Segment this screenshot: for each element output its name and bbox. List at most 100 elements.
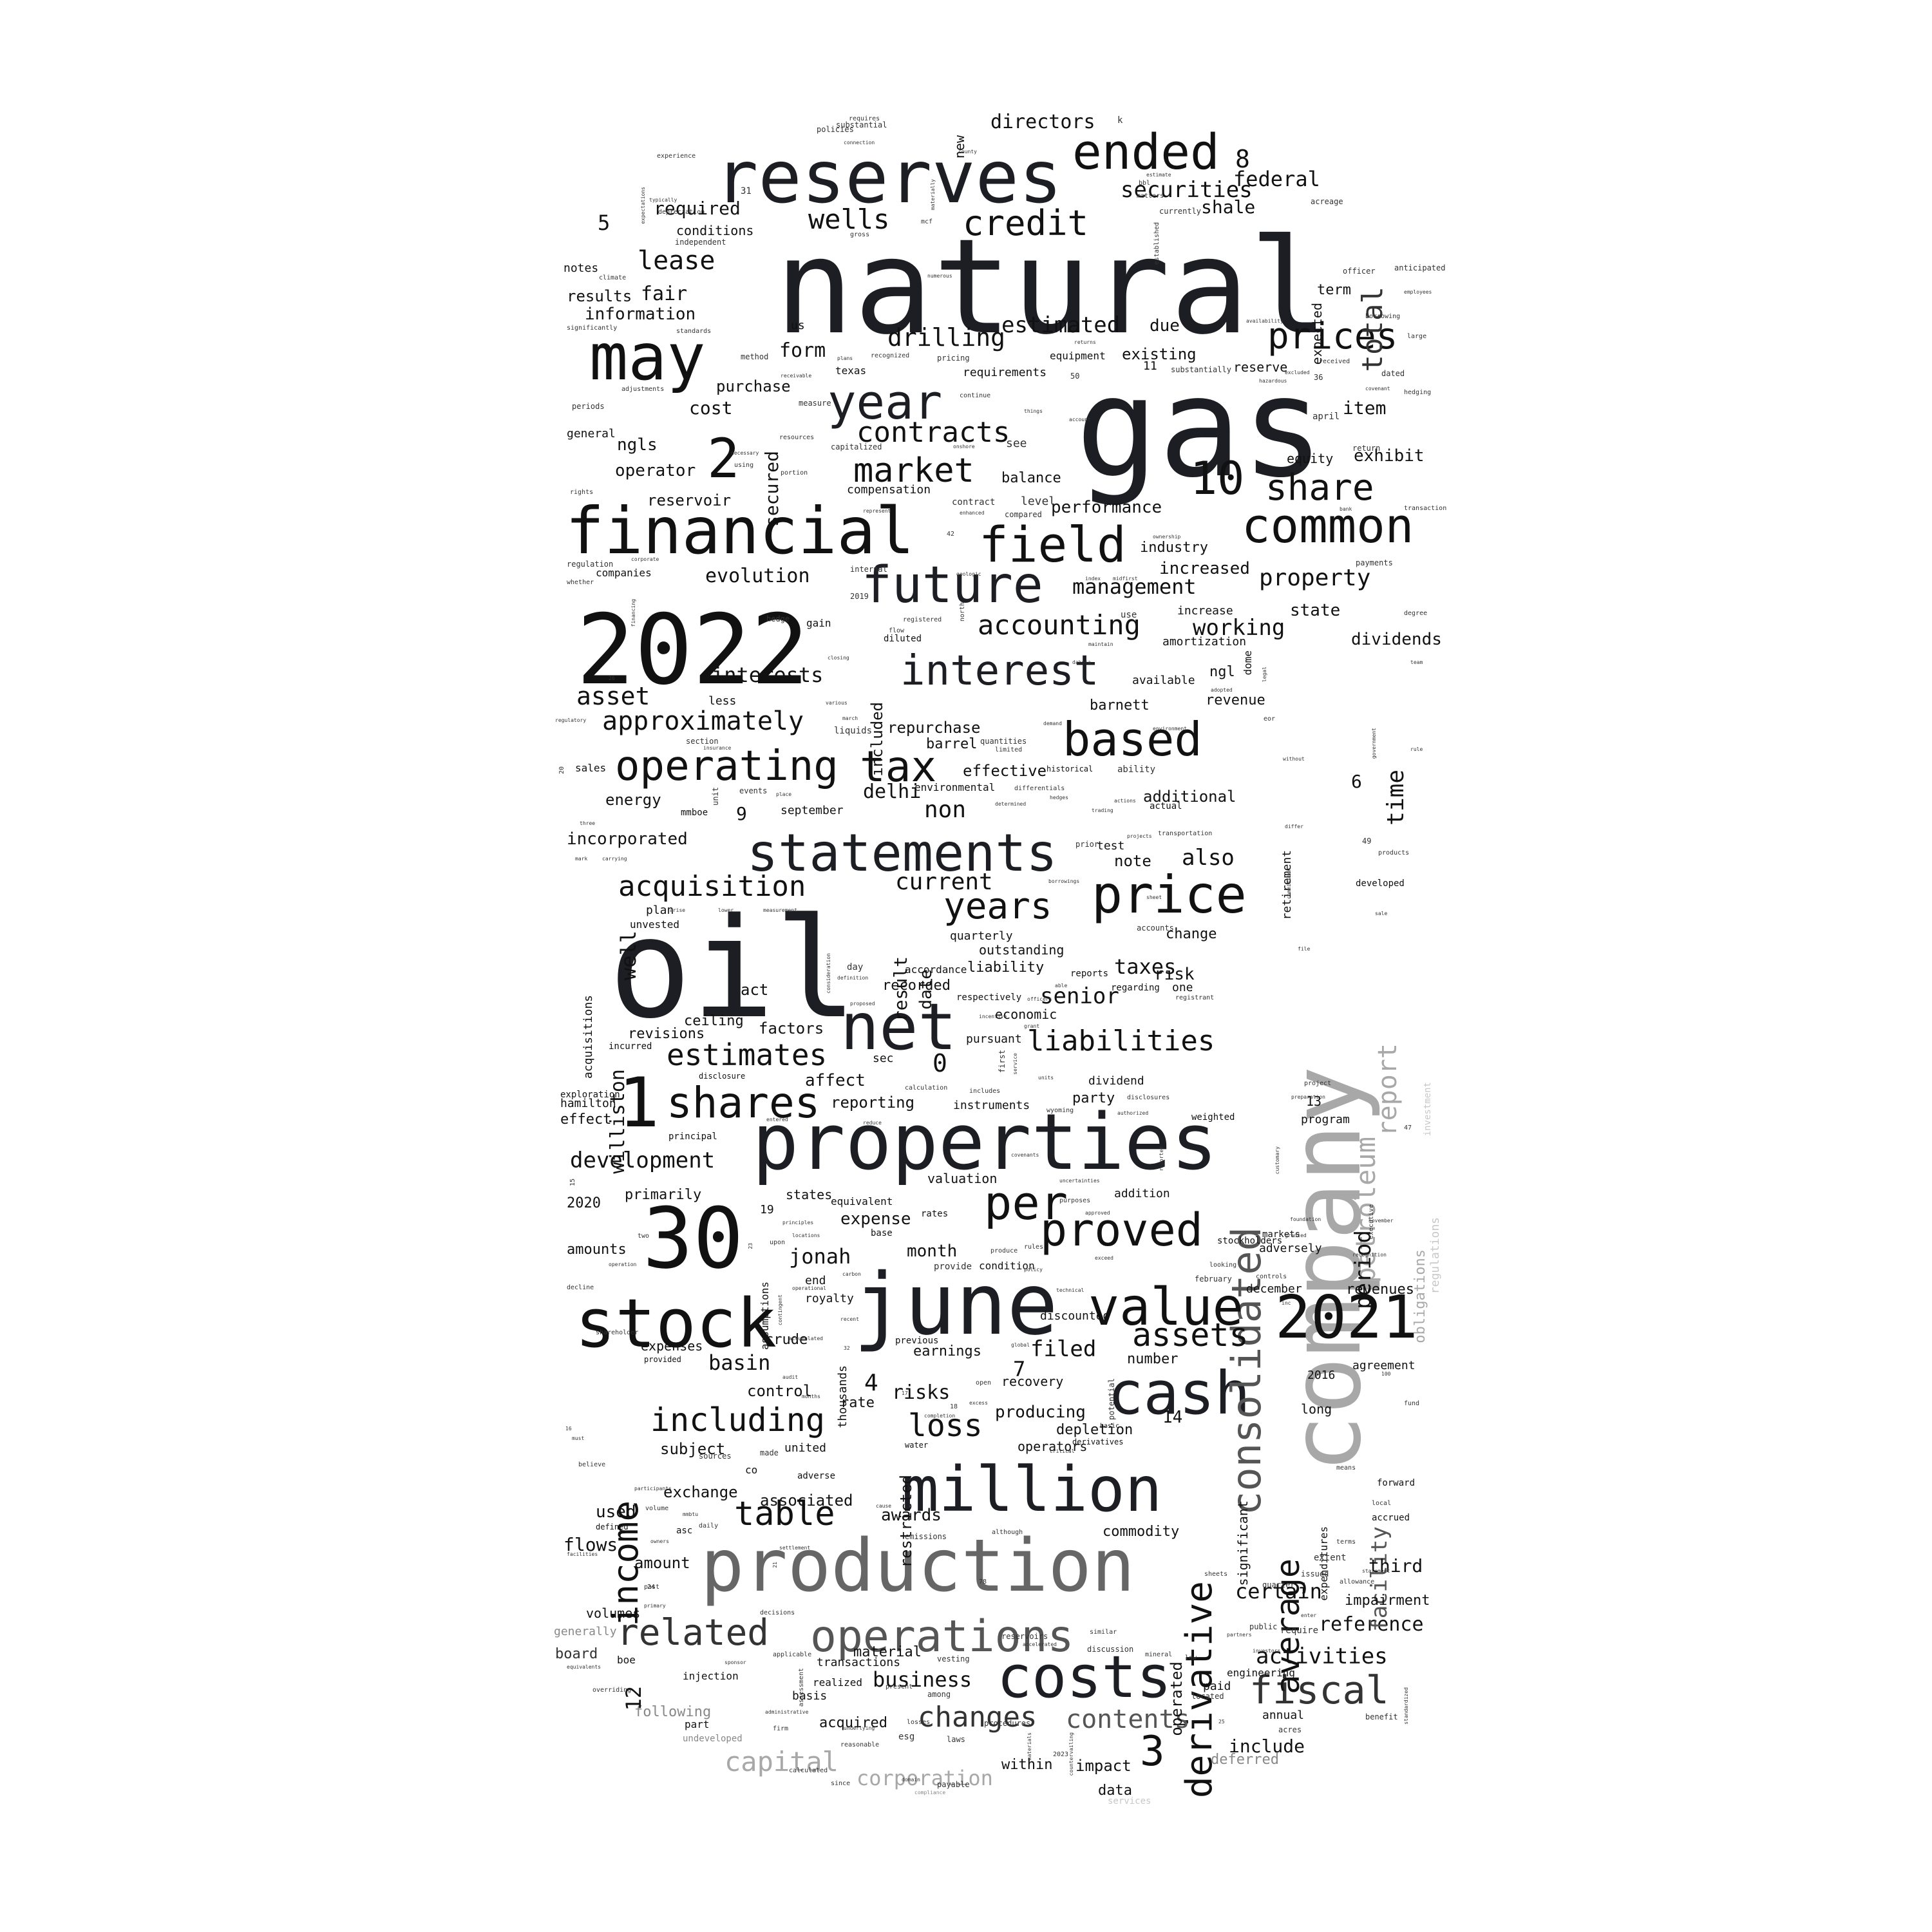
word-equivalents: equivalents xyxy=(567,1664,601,1670)
word-enter: enter xyxy=(1301,1613,1317,1618)
word-control: control xyxy=(747,1382,813,1400)
word-k: k xyxy=(1117,115,1123,126)
word-shares: shares xyxy=(667,1078,820,1128)
word-esg: esg xyxy=(898,1732,915,1742)
word-project: project xyxy=(1304,1080,1332,1087)
word-2019: 2019 xyxy=(850,592,869,601)
word-operator: operator xyxy=(615,461,696,480)
word-level: level xyxy=(1021,495,1056,508)
word-state: state xyxy=(1290,601,1341,620)
word-assumptions: assumptions xyxy=(759,1282,771,1350)
word-past: past xyxy=(644,1584,660,1591)
word-future: future xyxy=(862,556,1043,614)
word-settlement: settlement xyxy=(779,1545,811,1551)
word-matters: matters xyxy=(1137,193,1164,200)
word-balance: balance xyxy=(1001,470,1061,486)
word-mmboe: mmboe xyxy=(681,808,708,818)
word-able: able xyxy=(1055,983,1068,989)
word-mcf: mcf xyxy=(921,218,933,225)
word-states: states xyxy=(786,1187,833,1202)
word-material: material xyxy=(853,1644,922,1660)
word-depreciation: depreciation xyxy=(658,209,705,216)
word-quarterly: quarterly xyxy=(950,929,1013,943)
word-arise: arise xyxy=(670,907,686,913)
word-pursuant: pursuant xyxy=(966,1032,1022,1046)
word-november: november xyxy=(1368,1218,1394,1224)
word-drilling: drilling xyxy=(887,323,1006,352)
word-co: co xyxy=(745,1464,758,1476)
word-item: item xyxy=(1343,397,1387,419)
word-sheet: sheet xyxy=(1146,895,1162,900)
word-extent: extent xyxy=(1314,1553,1347,1563)
word-maintain: maintain xyxy=(1088,641,1113,647)
word-bank: bank xyxy=(1340,506,1352,512)
word-loss: loss xyxy=(908,1408,983,1444)
word-part: part xyxy=(685,1718,710,1730)
word-events: events xyxy=(739,786,768,795)
word-april: april xyxy=(1312,412,1340,422)
word-since: since xyxy=(831,1780,851,1787)
word-revenue: revenue xyxy=(1206,692,1265,708)
word-proved: proved xyxy=(1040,1204,1203,1256)
word-various: various xyxy=(826,700,848,706)
word-previous: previous xyxy=(895,1336,939,1346)
word-based: based xyxy=(1063,712,1202,766)
word-includes: includes xyxy=(969,1088,1001,1095)
word-ownership: ownership xyxy=(1153,534,1181,540)
word-liabilities: liabilities xyxy=(1027,1025,1215,1057)
word-applicable: applicable xyxy=(773,1651,812,1658)
word-principles: principles xyxy=(782,1220,814,1226)
word-daily: daily xyxy=(699,1522,719,1530)
word-anticipated: anticipated xyxy=(1394,263,1446,272)
word-20: 20 xyxy=(558,766,565,775)
word-operations: operations xyxy=(810,1611,1074,1662)
word-total: total xyxy=(1356,287,1389,372)
word-see: see xyxy=(1006,437,1027,450)
word-recognized: recognized xyxy=(871,352,910,359)
word-recent: recent xyxy=(840,1316,859,1322)
word-operational: operational xyxy=(792,1285,826,1291)
word-corporate: corporate xyxy=(631,556,659,562)
word-plan: plan xyxy=(646,904,674,917)
word-require: require xyxy=(1280,1625,1319,1636)
word-granted: granted xyxy=(1285,1233,1307,1238)
word-17: 17 xyxy=(902,1390,908,1396)
word-index: index xyxy=(1085,576,1101,582)
word-business: business xyxy=(873,1667,972,1692)
word-2021: 2021 xyxy=(1275,1283,1418,1352)
word-contingent: contingent xyxy=(777,1294,783,1326)
word-excluded: excluded xyxy=(1285,370,1310,375)
word-among: among xyxy=(927,1690,951,1699)
word-term: term xyxy=(1317,282,1351,298)
word-information: information xyxy=(585,305,696,324)
word-typically: typically xyxy=(649,197,677,203)
word-carbon: carbon xyxy=(842,1271,861,1277)
word-2023: 2023 xyxy=(1053,1751,1069,1758)
word-2020: 2020 xyxy=(567,1195,601,1211)
word-payments: payments xyxy=(1356,558,1393,567)
word-demand: demand xyxy=(1043,721,1062,726)
word-located: located xyxy=(1191,1692,1224,1701)
word-directors: directors xyxy=(990,111,1095,133)
word-unvested: unvested xyxy=(630,918,680,931)
word-place: place xyxy=(776,791,792,797)
word-equipment: equipment xyxy=(1050,350,1106,362)
word-asset: asset xyxy=(576,682,650,710)
word-provided: provided xyxy=(644,1355,681,1364)
word-acreage: acreage xyxy=(1311,197,1343,206)
word-incorporated: incorporated xyxy=(567,829,688,849)
word-water: water xyxy=(905,1441,929,1450)
word-made: made xyxy=(760,1448,779,1457)
word-degree: degree xyxy=(1404,610,1428,617)
word-reports: reports xyxy=(1070,969,1109,979)
word-recognition: recognition xyxy=(1352,1252,1387,1258)
word-board: board xyxy=(555,1646,598,1662)
word-long: long xyxy=(1301,1401,1332,1417)
word-experience: experience xyxy=(657,153,696,160)
word-losses: losses xyxy=(907,1719,931,1726)
word-standards: standards xyxy=(676,328,712,335)
word-prices: prices xyxy=(1267,316,1398,357)
word-represent: represent xyxy=(863,508,891,514)
word-service: service xyxy=(1012,1053,1018,1075)
word-allowance: allowance xyxy=(1340,1578,1375,1586)
